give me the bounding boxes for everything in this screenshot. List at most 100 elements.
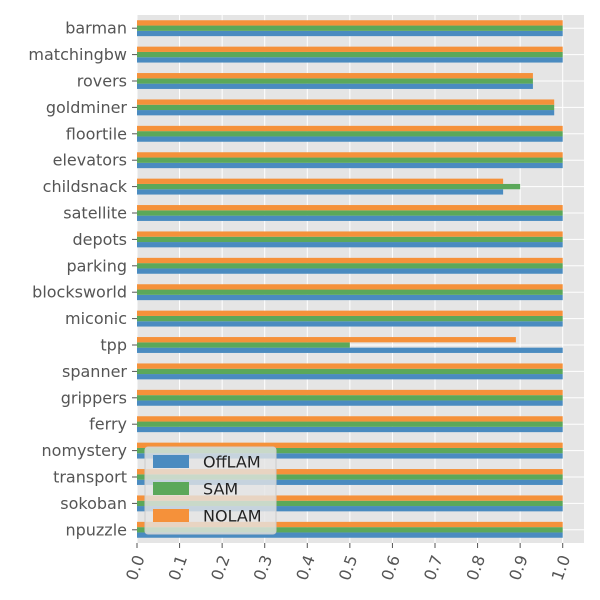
bar-nolam-parking [137, 257, 563, 264]
y-tick-label: matchingbw [28, 45, 127, 64]
bar-sam-childsnack [137, 183, 521, 190]
bar-nolam-transport [137, 469, 563, 475]
x-tick-label: 0.3 [250, 553, 277, 583]
y-tick-label: npuzzle [65, 520, 127, 539]
x-tick-label: 0.8 [463, 553, 490, 583]
bar-nolam-elevators [137, 152, 563, 158]
bar-nolam-ferry [137, 416, 563, 422]
y-tick-label: rovers [77, 72, 127, 91]
x-tick-label: 0.5 [335, 553, 362, 583]
bar-sam-rovers [137, 78, 533, 84]
bar-sam-matchingbw [137, 51, 563, 58]
bar-offlam-miconic [137, 321, 563, 327]
legend-swatch-sam [153, 482, 189, 495]
bar-nolam-goldminer [137, 99, 555, 105]
y-tick-label: blocksworld [32, 283, 127, 302]
bar-offlam-sokoban [137, 506, 563, 512]
bar-nolam-childsnack [137, 178, 504, 184]
bar-nolam-spanner [137, 363, 563, 369]
bar-sam-transport [137, 474, 563, 480]
bar-offlam-barman [137, 30, 563, 37]
legend-label-offlam: OffLAM [203, 453, 261, 472]
bar-offlam-transport [137, 479, 563, 485]
y-tick-label: depots [72, 230, 127, 249]
x-tick-labels: 0.0 0.1 0.2 0.3 0.4 0.5 0.6 0.7 0.8 0.9 1.0 [122, 543, 574, 583]
y-tick-label: nomystery [42, 441, 127, 460]
bar-nolam-npuzzle [137, 521, 563, 528]
bar-sam-goldminer [137, 104, 555, 111]
y-tick-label: goldminer [46, 98, 128, 117]
bar-sam-depots [137, 236, 563, 243]
bar-nolam-floortile [137, 125, 563, 132]
x-tick-label: 0.0 [122, 553, 149, 583]
y-tick-label: sokoban [60, 494, 127, 513]
x-tick-label: 0.1 [165, 553, 192, 583]
bar-sam-blocksworld [137, 289, 563, 295]
x-tick-label: 0.9 [505, 553, 532, 583]
bar-offlam-ferry [137, 426, 563, 433]
bar-sam-nomystery [137, 447, 563, 454]
bar-nolam-nomystery [137, 442, 563, 448]
bar-offlam-spanner [137, 374, 563, 380]
bar-sam-sokoban [137, 500, 563, 507]
bar-offlam-depots [137, 242, 563, 248]
bar-sam-tpp [137, 342, 350, 348]
bar-offlam-parking [137, 268, 563, 274]
x-tick-label: 0.6 [377, 553, 404, 583]
bar-offlam-goldminer [137, 110, 555, 116]
y-tick-label: grippers [61, 388, 127, 407]
y-tick-label: transport [53, 468, 127, 487]
y-tick-label: parking [66, 256, 127, 275]
bar-offlam-matchingbw [137, 57, 563, 63]
bar-offlam-satellite [137, 215, 563, 221]
bar-sam-ferry [137, 421, 563, 427]
bar-sam-elevators [137, 157, 563, 163]
y-tick-label: barman [65, 19, 127, 38]
bar-nolam-miconic [137, 310, 563, 316]
bar-offlam-blocksworld [137, 294, 563, 301]
bar-offlam-nomystery [137, 453, 563, 459]
y-tick-label: tpp [100, 336, 127, 355]
legend-swatch-offlam [153, 455, 189, 468]
bar-sam-satellite [137, 210, 563, 216]
bar-nolam-satellite [137, 205, 563, 211]
bar-nolam-grippers [137, 389, 563, 396]
bar-series [137, 20, 563, 538]
bar-sam-spanner [137, 368, 563, 375]
legend: OffLAM SAM NOLAM [144, 446, 277, 535]
bar-sam-parking [137, 263, 563, 269]
bar-offlam-grippers [137, 400, 563, 406]
legend-label-sam: SAM [203, 480, 238, 499]
y-tick-label: childsnack [43, 177, 128, 196]
bar-nolam-blocksworld [137, 284, 563, 290]
bar-offlam-rovers [137, 83, 533, 89]
bar-sam-barman [137, 25, 563, 31]
x-tick-label: 1.0 [548, 553, 575, 583]
bar-offlam-tpp [137, 347, 563, 353]
bar-sam-grippers [137, 395, 563, 401]
bar-nolam-tpp [137, 337, 516, 343]
bar-nolam-sokoban [137, 495, 563, 501]
x-tick-label: 0.2 [207, 553, 234, 583]
bar-sam-floortile [137, 131, 563, 137]
y-tick-label: floortile [66, 124, 127, 143]
bar-nolam-depots [137, 231, 563, 237]
x-tick-label: 0.7 [420, 553, 447, 583]
legend-swatch-nolam [153, 509, 189, 522]
bar-sam-miconic [137, 315, 563, 322]
bar-nolam-matchingbw [137, 46, 563, 52]
bar-sam-npuzzle [137, 527, 563, 533]
legend-label-nolam: NOLAM [203, 507, 262, 526]
y-tick-label: satellite [63, 204, 127, 223]
bar-offlam-elevators [137, 162, 563, 169]
y-tick-label: ferry [89, 415, 127, 434]
y-tick-label: miconic [65, 309, 127, 328]
y-tick-label: elevators [53, 151, 127, 170]
bar-nolam-rovers [137, 73, 533, 79]
x-tick-label: 0.4 [292, 553, 319, 583]
bar-offlam-npuzzle [137, 532, 563, 538]
y-tick-label: spanner [62, 362, 127, 381]
bar-offlam-floortile [137, 136, 563, 142]
bar-nolam-barman [137, 20, 563, 26]
